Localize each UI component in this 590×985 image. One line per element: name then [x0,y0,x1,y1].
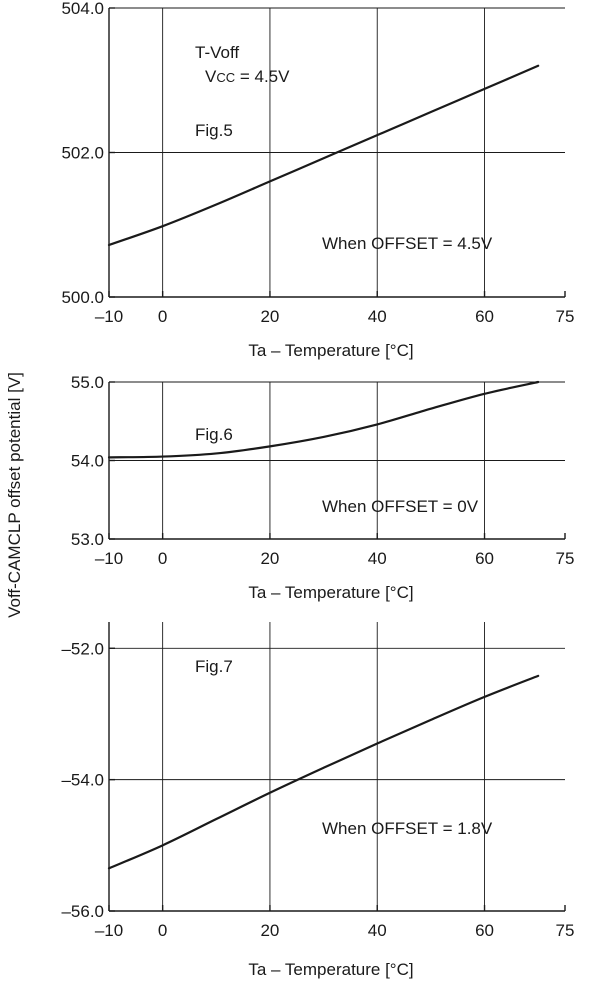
x-tick-label: –10 [95,921,123,940]
x-tick-label: 75 [556,921,575,940]
y-tick-label: 55.0 [71,373,104,392]
x-axis-label: Ta – Temperature [°C] [248,583,413,602]
offset-annotation: When OFFSET = 0V [322,497,479,516]
chart-panel-1: –10 0 20 40 60 75 500.0 502.0 504.0 Ta – Temperat… [61,0,574,360]
series-line [107,674,540,870]
vcc-subscript: CC [216,70,235,85]
series-line [107,64,540,247]
x-tick-label: 20 [260,921,279,940]
x-tick-label: 0 [158,921,167,940]
x-tick-label: 60 [475,921,494,940]
y-tick-label: –54.0 [61,771,104,790]
y-axis-label: Voff-CAMCLP offset potential [V] [5,372,24,618]
y-tick-label: 500.0 [61,288,104,307]
y-tick-label: –52.0 [61,639,104,658]
x-tick-label: 60 [475,549,494,568]
x-tick-label: 0 [158,307,167,326]
series-line [107,380,540,459]
x-axis-label: Ta – Temperature [°C] [248,960,413,979]
x-tick-label: 75 [556,307,575,326]
figure-label: Fig.6 [195,425,233,444]
figure-label: Fig.7 [195,657,233,676]
offset-annotation: When OFFSET = 1.8V [322,819,493,838]
y-tick-label: 54.0 [71,452,104,471]
x-tick-label: 20 [260,549,279,568]
y-tick-label: –56.0 [61,902,104,921]
x-tick-label: 40 [368,921,387,940]
chart-panel-2: –10 0 20 40 60 75 53.0 54.0 55.0 Ta – Temperature… [71,373,575,602]
x-tick-label: 40 [368,307,387,326]
y-tick-label: 53.0 [71,530,104,549]
vcc-value: = 4.5V [235,67,290,86]
offset-annotation: When OFFSET = 4.5V [322,234,493,253]
chart-panel-3: –10 0 20 40 60 75 –56.0 –54.0 –52.0 Ta – Temperat… [61,622,574,979]
x-tick-label: 40 [368,549,387,568]
figure-label: Fig.5 [195,121,233,140]
y-tick-label: 502.0 [61,144,104,163]
x-tick-label: –10 [95,549,123,568]
supply-voltage-label: VCC = 4.5V [205,67,290,86]
vcc-v: V [205,67,217,86]
x-tick-label: –10 [95,307,123,326]
x-tick-label: 60 [475,307,494,326]
x-tick-label: 20 [260,307,279,326]
y-tick-label: 504.0 [61,0,104,18]
chart-title: T-Voff [195,43,239,62]
x-tick-label: 75 [556,549,575,568]
x-tick-label: 0 [158,549,167,568]
x-axis-label: Ta – Temperature [°C] [248,341,413,360]
